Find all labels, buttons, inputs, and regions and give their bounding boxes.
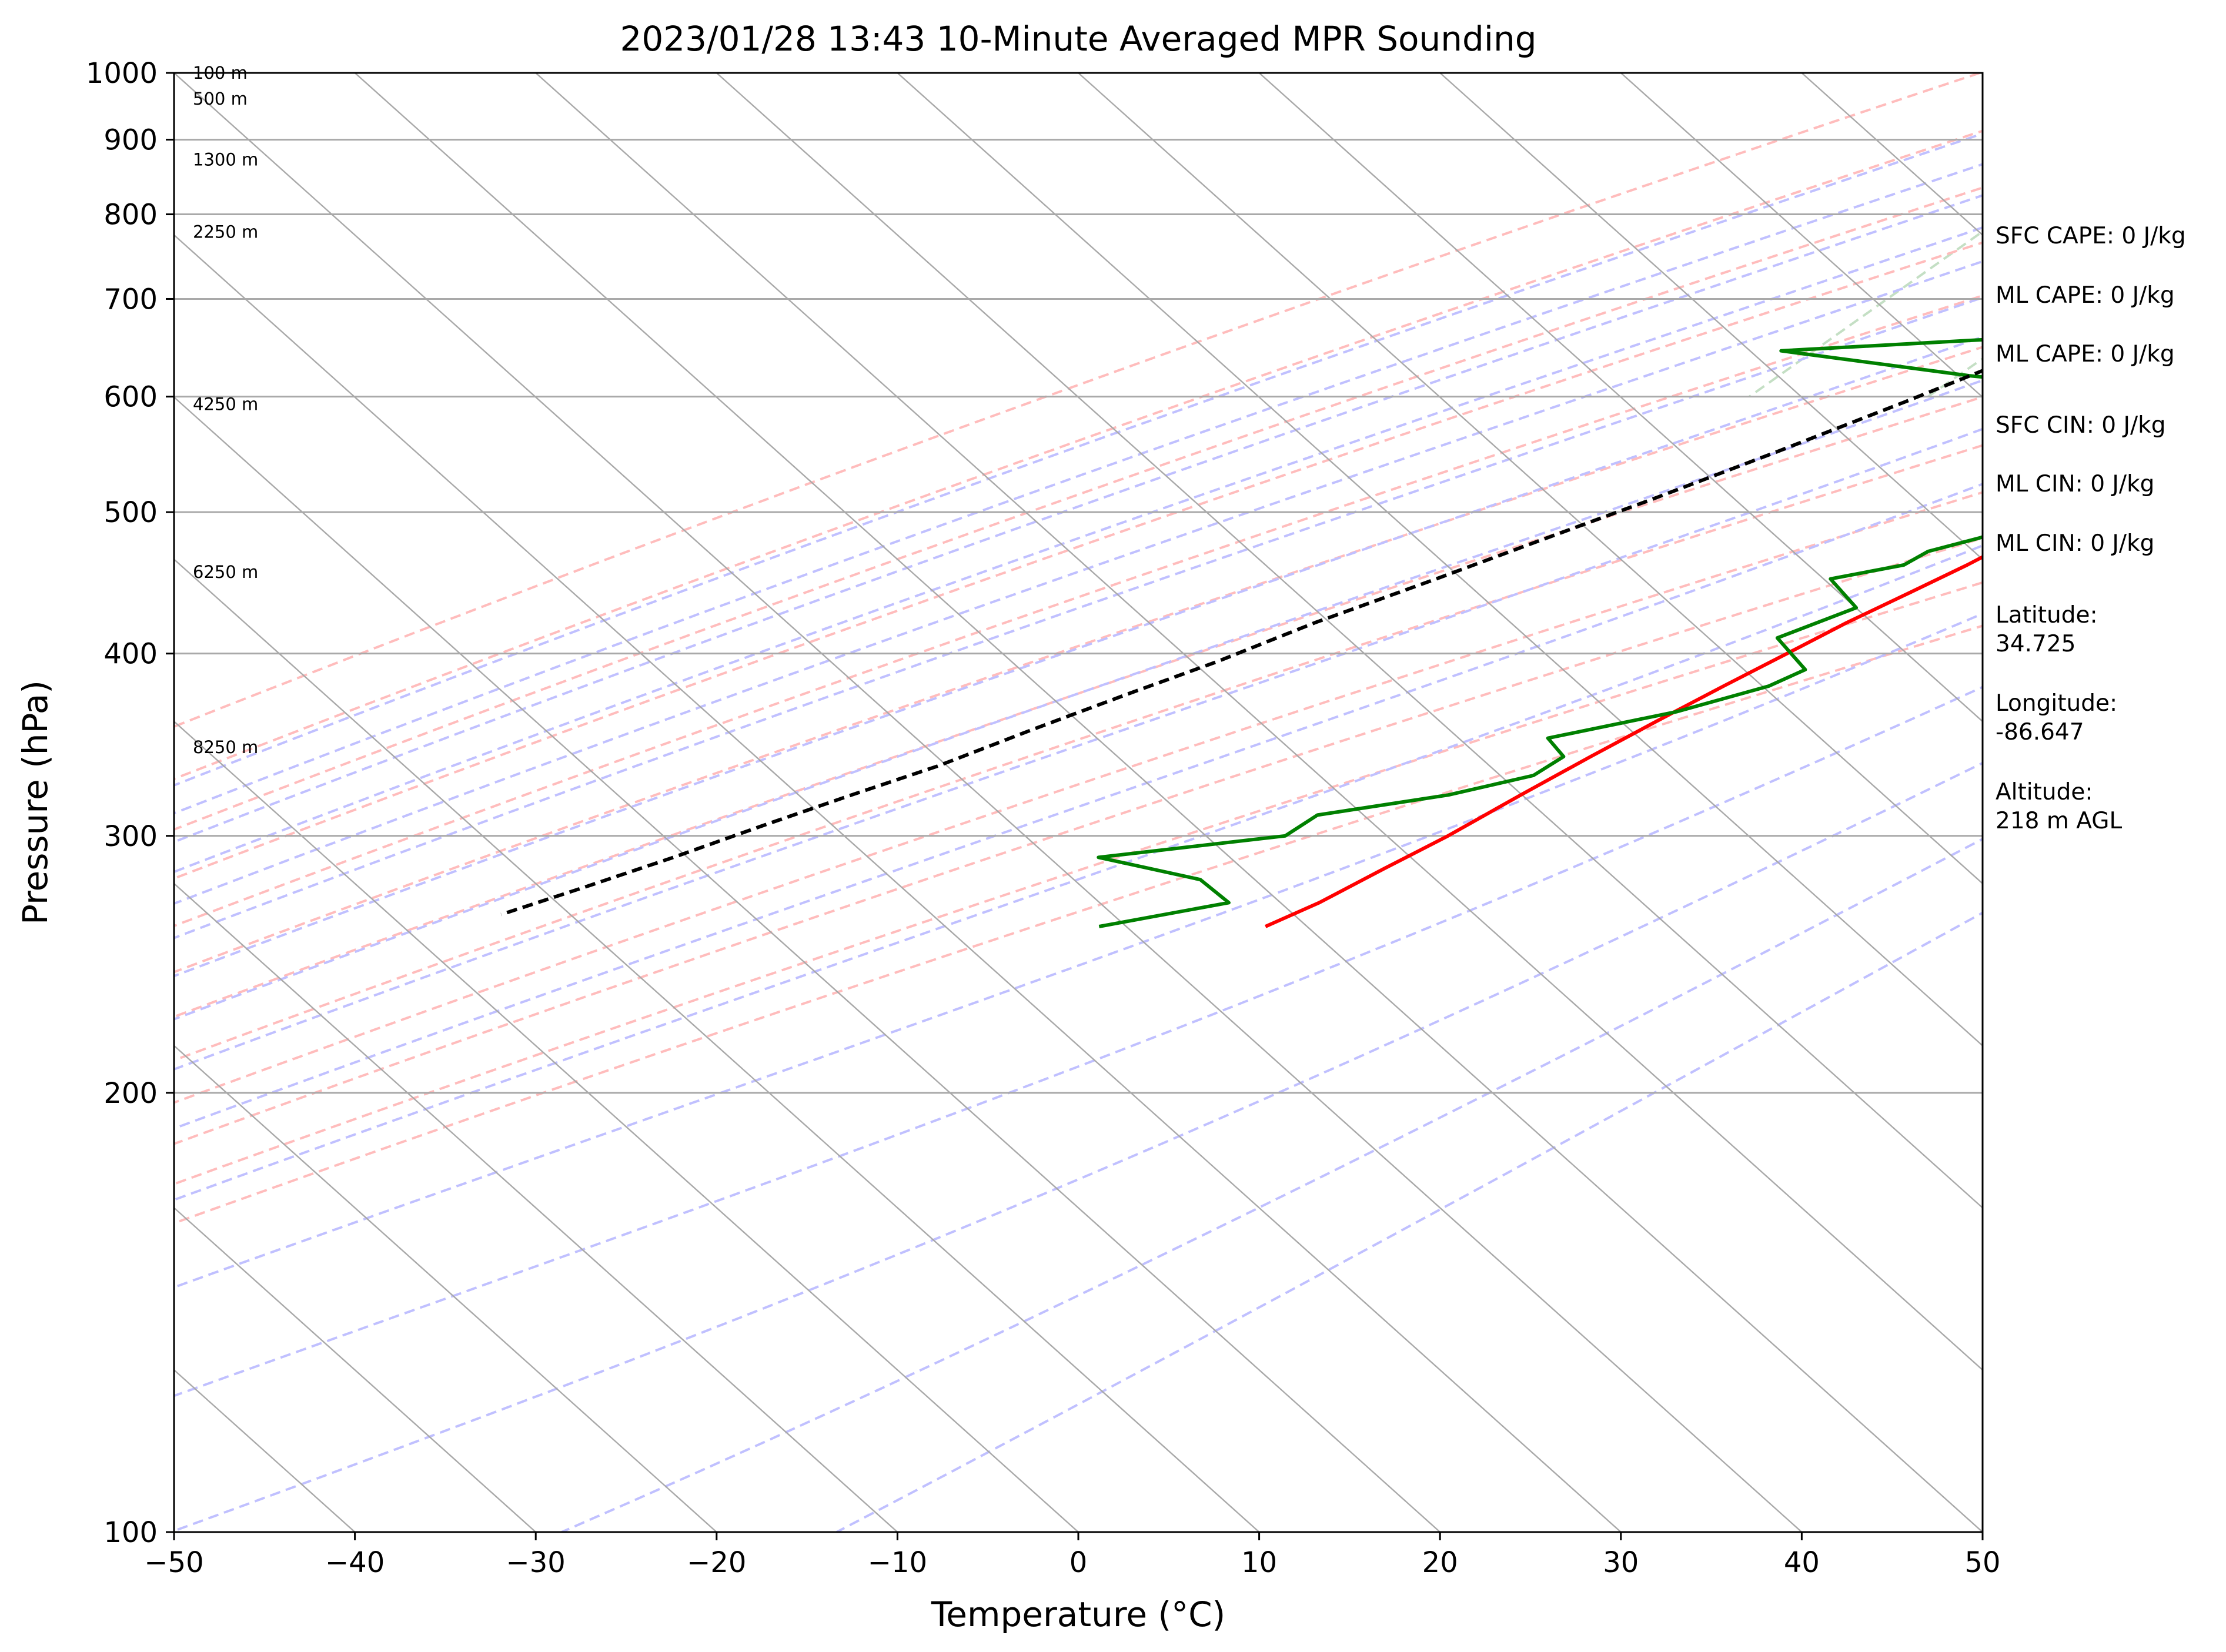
isobars xyxy=(174,73,1983,1532)
isotherm-line xyxy=(174,720,1079,1532)
sounding-series xyxy=(500,337,1983,928)
x-tick-label: 0 xyxy=(1069,1546,1088,1579)
y-tick-label: 600 xyxy=(103,381,158,414)
isotherm-line xyxy=(1258,73,1983,723)
height-labels: 8250 m 6250 m 4250 m 2250 m 1300 m 500 m 100 m xyxy=(193,63,258,757)
dry-adiabat-line xyxy=(174,537,1983,1145)
altitude-label: Altitude: xyxy=(1996,779,2093,805)
x-tick-label: 40 xyxy=(1784,1546,1820,1579)
moist-adiabat-line xyxy=(836,911,1983,1532)
background-lines xyxy=(174,73,1983,1532)
isotherm-line xyxy=(174,558,1260,1532)
moist-adiabat-line xyxy=(174,379,1983,1021)
moist-adiabat-line xyxy=(174,335,1983,978)
moist-adiabat-line xyxy=(174,163,1983,815)
dry-adiabat-line xyxy=(174,129,1983,781)
isotherm-line xyxy=(174,396,1441,1532)
height-label: 6250 m xyxy=(193,562,258,582)
y-tick-label: 700 xyxy=(103,283,158,316)
moist-adiabat-line xyxy=(561,837,1983,1532)
isotherm-line xyxy=(1620,73,1983,399)
isotherm-line xyxy=(174,1206,537,1532)
longitude-value: -86.647 xyxy=(1996,719,2084,745)
isotherm-line xyxy=(1439,73,1983,560)
moist-adiabat-line xyxy=(174,226,1983,874)
sfc-cin-text: SFC CIN: 0 J/kg xyxy=(1996,412,2165,439)
x-tick-label: 50 xyxy=(1964,1546,2000,1579)
dry-adiabat-line xyxy=(174,73,1981,728)
sfc-cape-text: SFC CAPE: 0 J/kg xyxy=(1996,223,2186,249)
latitude-label: Latitude: xyxy=(1996,602,2098,628)
dry-adiabat-line xyxy=(174,624,1983,1225)
isotherm-line xyxy=(174,882,898,1532)
x-tick-label: −50 xyxy=(144,1546,203,1579)
longitude-label: Longitude: xyxy=(1996,690,2117,717)
isotherm-line xyxy=(174,73,1803,1532)
height-label: 500 m xyxy=(193,89,248,109)
mixing-ratio-lines xyxy=(1749,230,1983,398)
isotherm-line xyxy=(535,73,1983,1371)
y-tick-label: 200 xyxy=(103,1077,158,1110)
dry-adiabat-line xyxy=(174,581,1983,1186)
temperature-line xyxy=(1265,554,1983,928)
y-axis-ticks: 1000 900 800 700 600 500 400 300 200 100 xyxy=(86,57,174,1549)
isotherm-line xyxy=(174,234,1622,1532)
height-label: 8250 m xyxy=(193,737,258,757)
x-axis-label: Temperature (°C) xyxy=(931,1594,1226,1634)
moist-adiabat-line xyxy=(174,132,1983,787)
y-tick-label: 300 xyxy=(103,820,158,853)
ml-cin-text: ML CIN: 0 J/kg xyxy=(1996,471,2154,497)
y-tick-label: 1000 xyxy=(86,57,158,90)
y-tick-label: 100 xyxy=(103,1516,158,1549)
moist-adiabats xyxy=(174,132,1983,1532)
x-tick-label: −40 xyxy=(325,1546,385,1579)
height-label: 1300 m xyxy=(193,150,258,170)
ml-cape-text: ML CAPE: 0 J/kg xyxy=(1996,282,2175,309)
isotherm-line xyxy=(716,73,1983,1209)
dewpoint-line xyxy=(1097,337,1983,928)
ml-cape-text-2: ML CAPE: 0 J/kg xyxy=(1996,341,2175,367)
height-label: 100 m xyxy=(193,63,248,83)
latitude-value: 34.725 xyxy=(1996,631,2075,657)
y-tick-label: 500 xyxy=(103,496,158,529)
x-tick-label: 10 xyxy=(1241,1546,1277,1579)
dry-adiabat-line xyxy=(174,491,1983,1104)
y-tick-label: 400 xyxy=(103,638,158,671)
height-label: 4250 m xyxy=(193,394,258,414)
stats-panel: SFC CAPE: 0 J/kg ML CAPE: 0 J/kg ML CAPE… xyxy=(1996,223,2186,834)
x-tick-label: −20 xyxy=(687,1546,746,1579)
x-tick-label: 30 xyxy=(1603,1546,1639,1579)
chart-title: 2023/01/28 13:43 10-Minute Averaged MPR … xyxy=(620,19,1536,59)
moist-adiabat-line xyxy=(174,194,1983,844)
dry-adiabat-line xyxy=(174,444,1983,1062)
moist-adiabat-line xyxy=(174,612,1983,1289)
x-tick-label: −30 xyxy=(506,1546,566,1579)
x-axis-ticks: −50 −40 −30 −20 −10 0 10 20 30 40 50 xyxy=(144,1532,2001,1579)
isotherms xyxy=(174,73,1983,1532)
isotherm-line xyxy=(174,1045,717,1532)
altitude-value: 218 m AGL xyxy=(1996,808,2122,834)
isotherm-line xyxy=(897,73,1983,1047)
y-tick-label: 900 xyxy=(103,124,158,157)
parcel-path-line xyxy=(500,369,1983,917)
isotherm-line xyxy=(354,73,1983,1532)
y-axis-label: Pressure (hPa) xyxy=(15,680,55,925)
x-tick-label: 20 xyxy=(1422,1546,1458,1579)
moist-adiabat-line xyxy=(174,427,1983,1071)
isotherm-line xyxy=(1078,73,1983,885)
height-label: 2250 m xyxy=(193,222,258,242)
moist-adiabat-line xyxy=(174,483,1983,1130)
ml-cin-text-2: ML CIN: 0 J/kg xyxy=(1996,530,2154,557)
mixing-ratio-line xyxy=(1749,230,1983,398)
x-tick-label: −10 xyxy=(868,1546,927,1579)
y-tick-label: 800 xyxy=(103,199,158,232)
